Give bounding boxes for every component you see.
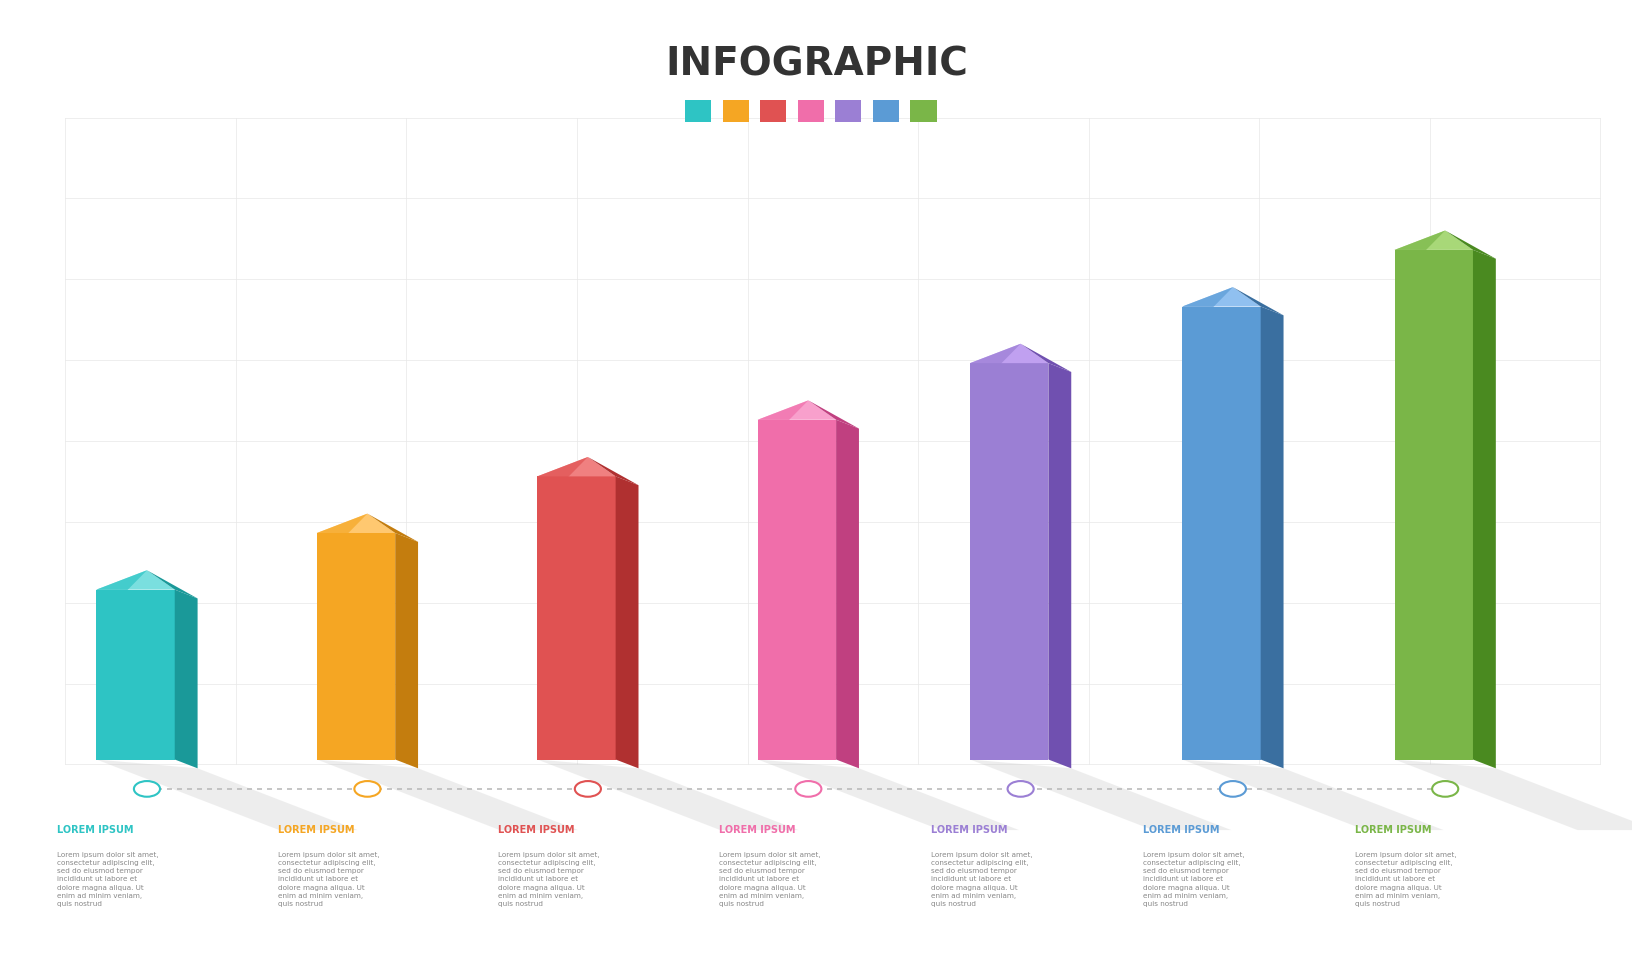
Circle shape xyxy=(134,781,160,797)
Polygon shape xyxy=(1232,287,1283,316)
Circle shape xyxy=(1431,781,1457,797)
Polygon shape xyxy=(615,476,638,768)
Polygon shape xyxy=(836,419,858,768)
FancyBboxPatch shape xyxy=(911,100,937,122)
Polygon shape xyxy=(317,760,578,830)
Polygon shape xyxy=(317,533,395,760)
Polygon shape xyxy=(1182,760,1443,830)
Polygon shape xyxy=(317,514,395,533)
Polygon shape xyxy=(1472,250,1495,768)
Text: LOREM IPSUM: LOREM IPSUM xyxy=(1142,825,1219,835)
FancyBboxPatch shape xyxy=(798,100,823,122)
Polygon shape xyxy=(96,590,175,760)
Polygon shape xyxy=(969,344,1020,372)
Polygon shape xyxy=(588,457,638,485)
Circle shape xyxy=(795,781,821,797)
Circle shape xyxy=(1219,781,1245,797)
Text: Lorem ipsum dolor sit amet,
consectetur adipiscing elit,
sed do eiusmod tempor
i: Lorem ipsum dolor sit amet, consectetur … xyxy=(498,852,599,907)
Polygon shape xyxy=(1182,287,1232,316)
Polygon shape xyxy=(175,590,197,768)
Text: Lorem ipsum dolor sit amet,
consectetur adipiscing elit,
sed do eiusmod tempor
i: Lorem ipsum dolor sit amet, consectetur … xyxy=(930,852,1031,907)
Polygon shape xyxy=(757,760,1018,830)
FancyBboxPatch shape xyxy=(721,100,747,122)
Text: LOREM IPSUM: LOREM IPSUM xyxy=(930,825,1007,835)
FancyBboxPatch shape xyxy=(871,100,898,122)
Polygon shape xyxy=(808,401,858,428)
Polygon shape xyxy=(1394,230,1472,250)
Text: LOREM IPSUM: LOREM IPSUM xyxy=(57,825,134,835)
Polygon shape xyxy=(147,570,197,599)
Polygon shape xyxy=(969,344,1048,364)
Circle shape xyxy=(354,781,380,797)
FancyBboxPatch shape xyxy=(759,100,787,122)
Polygon shape xyxy=(1394,250,1472,760)
Polygon shape xyxy=(96,570,147,599)
Text: LOREM IPSUM: LOREM IPSUM xyxy=(1355,825,1431,835)
Polygon shape xyxy=(969,364,1048,760)
Text: Lorem ipsum dolor sit amet,
consectetur adipiscing elit,
sed do eiusmod tempor
i: Lorem ipsum dolor sit amet, consectetur … xyxy=(1355,852,1456,907)
Polygon shape xyxy=(1394,760,1632,830)
Polygon shape xyxy=(1020,344,1071,372)
Polygon shape xyxy=(367,514,418,542)
Polygon shape xyxy=(1182,307,1260,760)
Polygon shape xyxy=(537,457,615,476)
Text: Lorem ipsum dolor sit amet,
consectetur adipiscing elit,
sed do eiusmod tempor
i: Lorem ipsum dolor sit amet, consectetur … xyxy=(277,852,379,907)
Polygon shape xyxy=(1260,307,1283,768)
Text: LOREM IPSUM: LOREM IPSUM xyxy=(277,825,354,835)
Polygon shape xyxy=(537,457,588,485)
Polygon shape xyxy=(537,476,615,760)
Polygon shape xyxy=(757,401,808,428)
Polygon shape xyxy=(1394,230,1444,259)
FancyBboxPatch shape xyxy=(834,100,862,122)
Polygon shape xyxy=(96,570,175,590)
Circle shape xyxy=(574,781,601,797)
Text: Lorem ipsum dolor sit amet,
consectetur adipiscing elit,
sed do eiusmod tempor
i: Lorem ipsum dolor sit amet, consectetur … xyxy=(718,852,819,907)
Polygon shape xyxy=(395,533,418,768)
Polygon shape xyxy=(1444,230,1495,259)
Text: Lorem ipsum dolor sit amet,
consectetur adipiscing elit,
sed do eiusmod tempor
i: Lorem ipsum dolor sit amet, consectetur … xyxy=(1142,852,1244,907)
Polygon shape xyxy=(757,419,836,760)
Polygon shape xyxy=(1048,364,1071,768)
Text: LOREM IPSUM: LOREM IPSUM xyxy=(718,825,795,835)
Polygon shape xyxy=(537,760,798,830)
FancyBboxPatch shape xyxy=(685,100,712,122)
Polygon shape xyxy=(317,514,367,542)
Text: LOREM IPSUM: LOREM IPSUM xyxy=(498,825,574,835)
Polygon shape xyxy=(96,760,357,830)
Polygon shape xyxy=(1182,287,1260,307)
Polygon shape xyxy=(757,401,836,419)
Text: INFOGRAPHIC: INFOGRAPHIC xyxy=(664,45,968,83)
Text: Lorem ipsum dolor sit amet,
consectetur adipiscing elit,
sed do eiusmod tempor
i: Lorem ipsum dolor sit amet, consectetur … xyxy=(57,852,158,907)
Circle shape xyxy=(1007,781,1033,797)
Polygon shape xyxy=(969,760,1231,830)
